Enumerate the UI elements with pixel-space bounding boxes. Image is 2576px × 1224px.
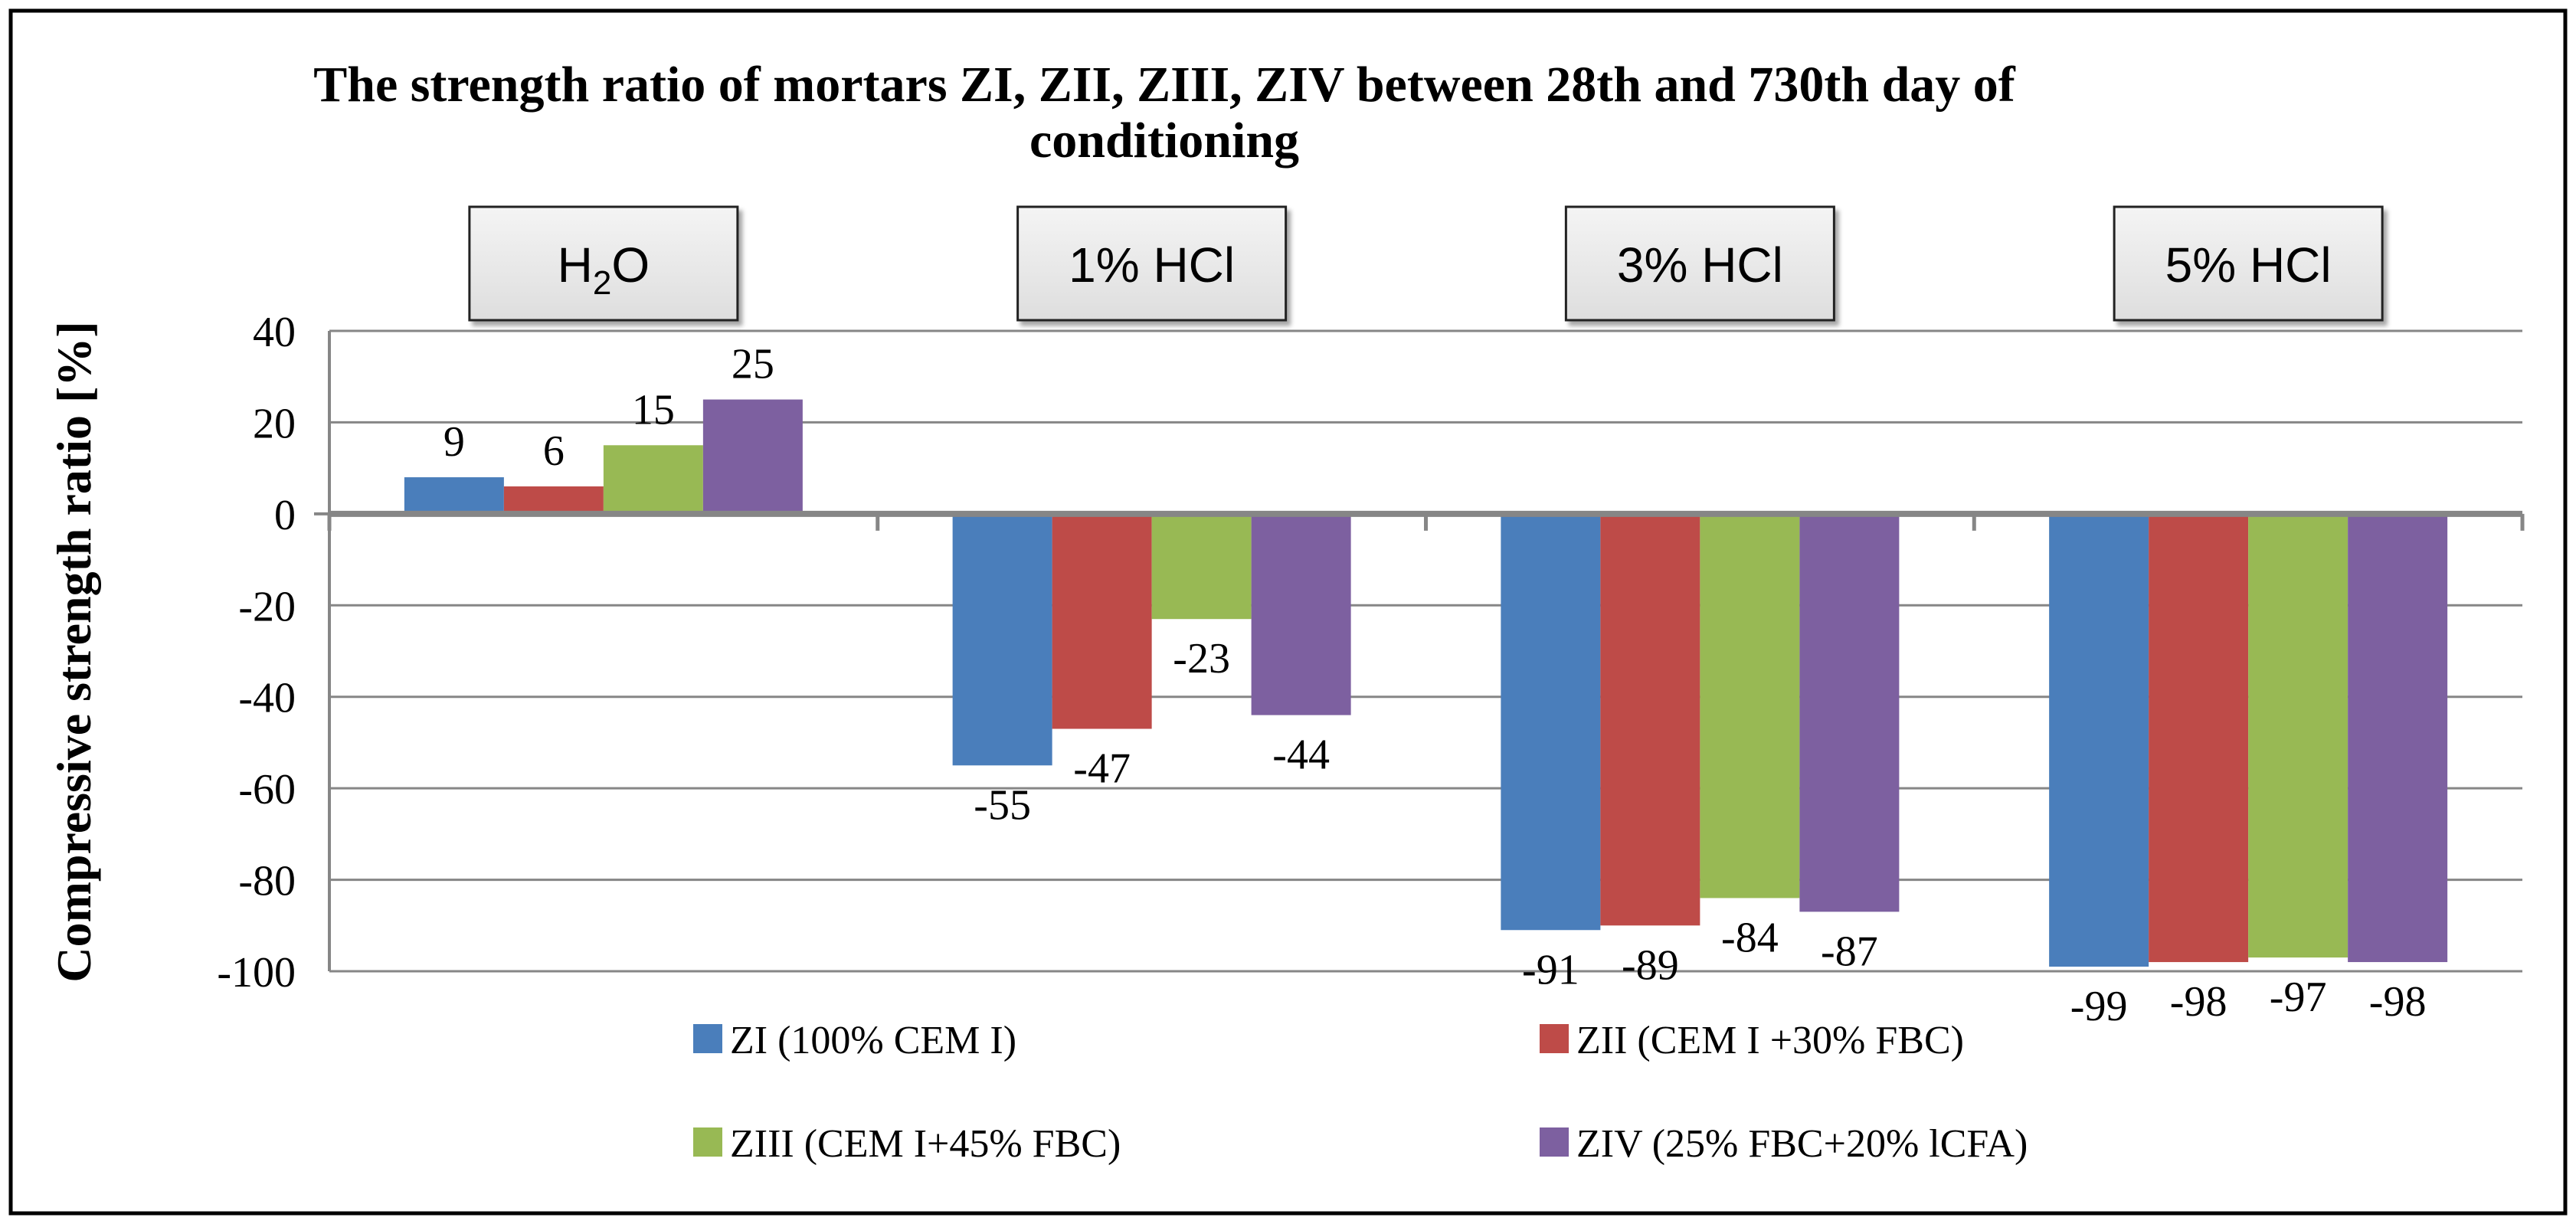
y-axis-label: Compressive strength ratio [%] <box>47 321 101 982</box>
bar <box>2049 513 2149 967</box>
data-label: -23 <box>1173 635 1230 682</box>
y-tick-label: -20 <box>238 583 296 630</box>
data-label: -47 <box>1073 745 1131 793</box>
category-boxes: H2O 1% HCl 3% HCl 5% HCl <box>468 205 2384 322</box>
legend-swatch <box>1540 1127 1569 1157</box>
data-label: 9 <box>444 418 465 466</box>
y-tick-label: 20 <box>253 400 296 447</box>
data-label: -98 <box>2170 978 2227 1026</box>
legend-item: ZII (CEM I +30% FBC) <box>1540 1019 1964 1062</box>
bar <box>503 486 604 514</box>
legend-label: ZI (100% CEM I) <box>730 1019 1016 1062</box>
data-label: -98 <box>2369 978 2427 1026</box>
bar <box>1251 513 1351 715</box>
category-label: H2O <box>558 237 650 302</box>
data-label: -87 <box>1821 928 1878 975</box>
bar <box>952 513 1052 766</box>
chart-title-line-1: The strength ratio of mortars ZI, ZII, Z… <box>313 57 2016 113</box>
y-tick-labels: 40 20 0 -20 -40 -60 -80 -100 <box>217 309 296 997</box>
x-axis-ticks <box>327 513 2525 531</box>
y-tick-label: 40 <box>253 309 296 356</box>
category-box: 3% HCl <box>1564 205 1835 322</box>
category-box: H2O <box>468 205 739 322</box>
y-tick-label: -100 <box>217 949 296 997</box>
bar <box>404 477 504 514</box>
legend-item: ZIV (25% FBC+20% lCFA) <box>1540 1122 2028 1166</box>
legend-item: ZIII (CEM I+45% FBC) <box>693 1122 1121 1166</box>
bar <box>1052 513 1152 729</box>
bar <box>1151 513 1252 620</box>
data-label: -99 <box>2070 983 2128 1030</box>
category-box: 1% HCl <box>1016 205 1288 322</box>
data-label: -84 <box>1721 914 1779 961</box>
bar <box>702 399 803 514</box>
y-tick-label: -60 <box>238 766 296 813</box>
data-labels: 9 6 15 25 -55 -47 -23 -44 -91 -89 -84 -87 -99 -98 -97-… <box>444 341 2427 1030</box>
legend-label: ZIII (CEM I+45% FBC) <box>730 1122 1121 1166</box>
data-label: -89 <box>1622 941 1679 989</box>
bar <box>1501 513 1601 931</box>
legend-swatch <box>1540 1024 1569 1053</box>
category-box: 5% HCl <box>2113 205 2384 322</box>
y-tick-label: -80 <box>238 858 296 905</box>
legend-label: ZII (CEM I +30% FBC) <box>1576 1019 1964 1062</box>
y-tick-label: -40 <box>238 675 296 722</box>
data-label: -97 <box>2270 974 2327 1021</box>
bar <box>1700 513 1800 898</box>
legend-swatch <box>693 1127 722 1157</box>
bars <box>404 399 2448 967</box>
category-label: 5% HCl <box>2165 237 2332 293</box>
legend-label: ZIV (25% FBC+20% lCFA) <box>1576 1122 2028 1166</box>
category-label: 3% HCl <box>1617 237 1783 293</box>
y-tick-label: 0 <box>274 492 296 539</box>
bar <box>2348 513 2448 963</box>
legend-item: ZI (100% CEM I) <box>693 1019 1016 1062</box>
category-label: 1% HCl <box>1069 237 1235 293</box>
bar <box>603 445 703 514</box>
chart-title-line-2: conditioning <box>1029 113 1299 169</box>
data-label: -44 <box>1272 731 1330 779</box>
legend-swatch <box>693 1024 722 1053</box>
data-label: 15 <box>632 386 675 434</box>
bar <box>2149 513 2249 963</box>
bar <box>1799 513 1900 912</box>
data-label: -91 <box>1522 946 1579 993</box>
data-label: 25 <box>732 341 774 388</box>
data-label: -55 <box>974 781 1031 829</box>
legend: ZI (100% CEM I) ZII (CEM I +30% FBC) ZIII … <box>693 1019 2028 1166</box>
data-label: 6 <box>543 427 565 475</box>
bar <box>2248 513 2349 958</box>
bar <box>1600 513 1700 926</box>
